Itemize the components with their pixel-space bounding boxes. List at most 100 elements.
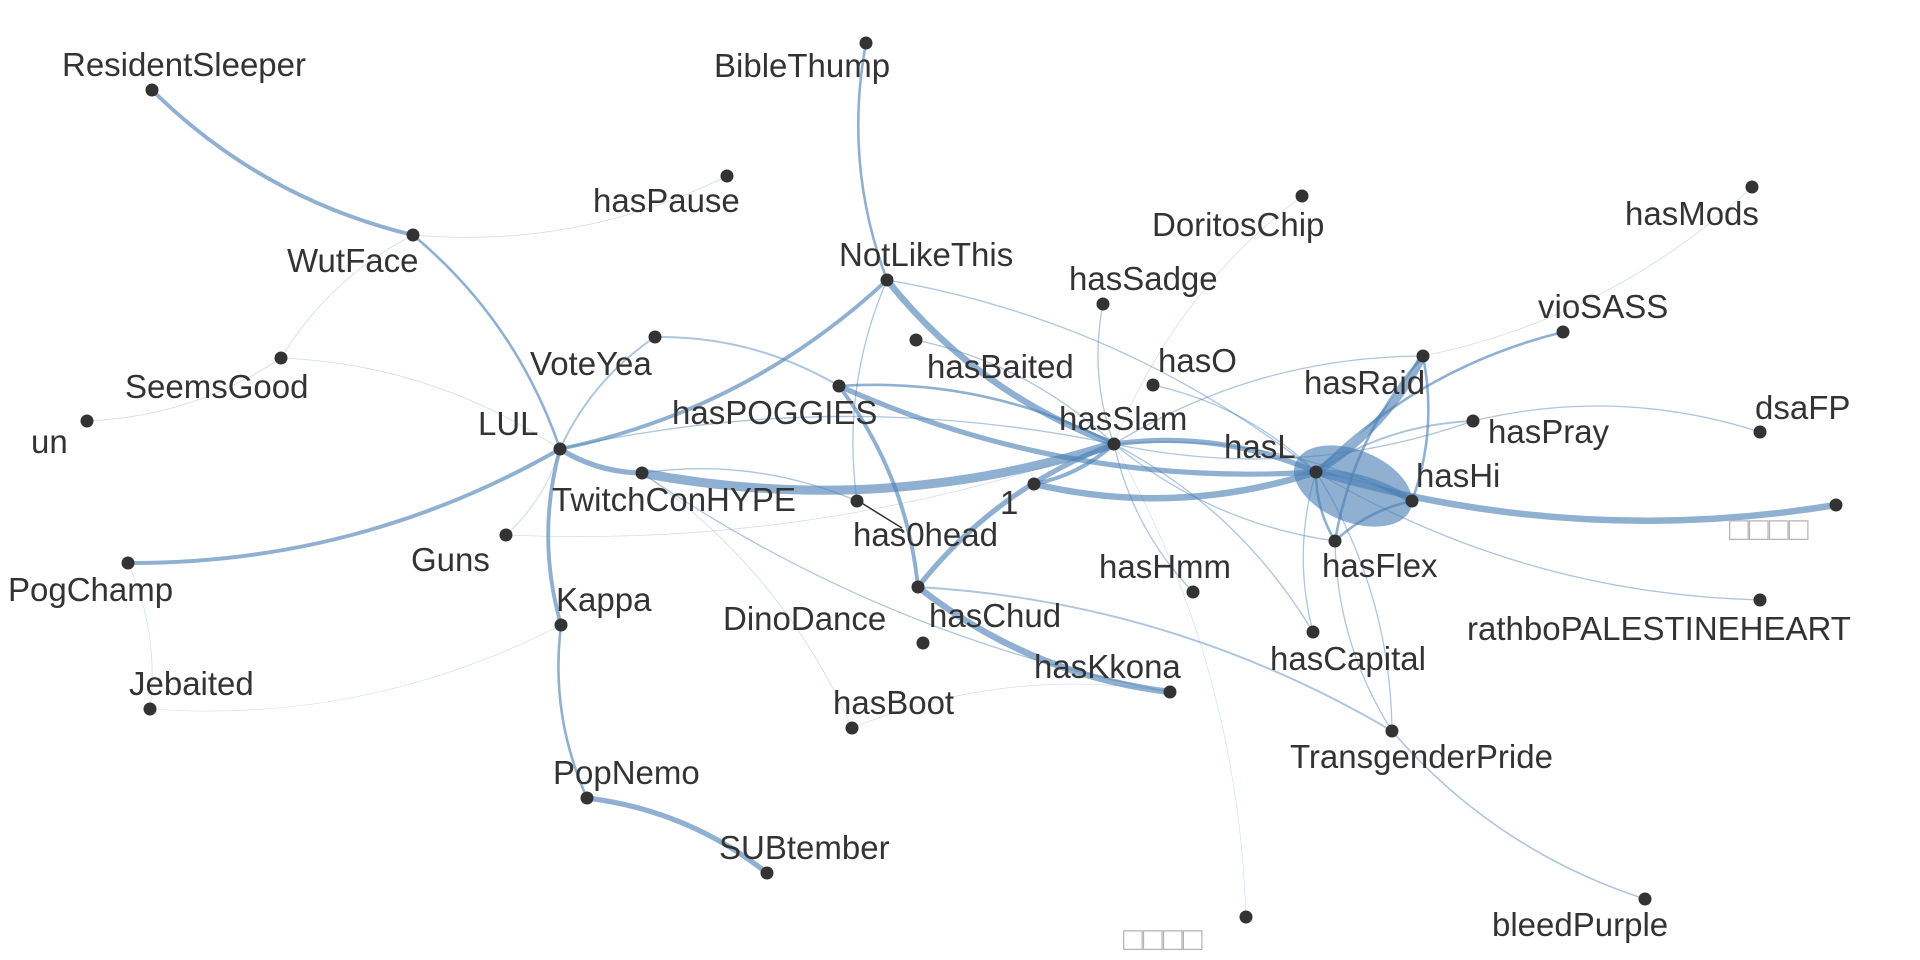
node-dot[interactable] [1186, 585, 1200, 599]
node-BibleThump[interactable]: BibleThump [714, 36, 890, 85]
node-hasPause[interactable]: hasPause [593, 169, 740, 220]
node-PopNemo[interactable]: PopNemo [553, 754, 700, 805]
node-dot[interactable] [1416, 349, 1430, 363]
node-hasMods[interactable]: hasMods [1625, 180, 1759, 233]
node-dot[interactable] [916, 636, 930, 650]
node-Kappa[interactable]: Kappa [554, 581, 653, 632]
node-dot[interactable] [1027, 477, 1041, 491]
node-dot[interactable] [1753, 425, 1767, 439]
node-dot[interactable] [880, 273, 894, 287]
node-hasKkona[interactable]: hasKkona [1034, 648, 1181, 699]
node-dot[interactable] [909, 333, 923, 347]
edge-LUL-VoteYea [559, 336, 656, 450]
node-boxes2[interactable]: □□□□ [1123, 910, 1253, 958]
node-dot[interactable] [720, 169, 734, 183]
node-hasSadge[interactable]: hasSadge [1069, 260, 1218, 311]
node-hasO[interactable]: hasO [1146, 342, 1237, 392]
node-hasPray[interactable]: hasPray [1466, 413, 1610, 450]
node-hasBoot[interactable]: hasBoot [833, 684, 954, 735]
node-dot[interactable] [580, 791, 594, 805]
node-dsaFP[interactable]: dsaFP [1753, 389, 1851, 439]
edge-un-SeemsGood [86, 357, 282, 422]
node-dot[interactable] [832, 379, 846, 393]
node-rathboPALESTINEHEART[interactable]: rathboPALESTINEHEART [1467, 593, 1851, 648]
node-dot[interactable] [1239, 910, 1253, 924]
node-dot[interactable] [1163, 685, 1177, 699]
node-NotLikeThis[interactable]: NotLikeThis [839, 236, 1013, 287]
node-hasL[interactable]: hasL [1224, 428, 1323, 479]
node-dot[interactable] [554, 618, 568, 632]
node-label: hasCapital [1270, 640, 1426, 677]
edge-PogChamp-Jebaited [127, 562, 153, 710]
node-SUBtember[interactable]: SUBtember [719, 829, 890, 880]
node-dot[interactable] [845, 721, 859, 735]
node-dot[interactable] [1745, 180, 1759, 194]
node-dot[interactable] [635, 466, 649, 480]
node-dot[interactable] [553, 442, 567, 456]
node-PogChamp[interactable]: PogChamp [8, 556, 173, 609]
node-hasPOGGIES[interactable]: hasPOGGIES [672, 379, 877, 432]
node-dot[interactable] [859, 36, 873, 50]
node-VoteYea[interactable]: VoteYea [530, 330, 662, 383]
node-dot[interactable] [1385, 724, 1399, 738]
node-DinoDance[interactable]: DinoDance [723, 600, 930, 650]
node-dot[interactable] [1107, 437, 1121, 451]
node-SeemsGood[interactable]: SeemsGood [125, 351, 308, 406]
node-un[interactable]: un [31, 414, 94, 461]
node-dot[interactable] [499, 528, 513, 542]
node-has0head[interactable]: has0head [850, 494, 998, 554]
node-one[interactable]: 1 [1000, 477, 1041, 522]
node-dot[interactable] [80, 414, 94, 428]
node-vioSASS[interactable]: vioSASS [1538, 288, 1668, 339]
node-dot[interactable] [1466, 414, 1480, 428]
node-dot[interactable] [850, 494, 864, 508]
node-ResidentSleeper[interactable]: ResidentSleeper [62, 46, 306, 97]
node-dot[interactable] [143, 702, 157, 716]
label-leader-line [859, 501, 903, 529]
node-bleedPurple[interactable]: bleedPurple [1492, 892, 1668, 944]
node-WutFace[interactable]: WutFace [287, 228, 420, 280]
edge-WutFace-LUL [411, 233, 562, 451]
node-hasSlam[interactable]: hasSlam [1059, 400, 1187, 451]
node-hasChud[interactable]: hasChud [911, 580, 1062, 635]
node-dot[interactable] [1328, 534, 1342, 548]
node-boxes1[interactable]: □□□□ [1729, 498, 1843, 548]
node-dot[interactable] [1295, 189, 1309, 203]
node-DoritosChip[interactable]: DoritosChip [1152, 189, 1324, 244]
node-hasRaid[interactable]: hasRaid [1304, 349, 1430, 402]
node-hasHi[interactable]: hasHi [1405, 457, 1501, 508]
edge-hasPray-dsaFP [1472, 405, 1761, 433]
node-dot[interactable] [1309, 465, 1323, 479]
node-hasHmm[interactable]: hasHmm [1099, 548, 1231, 599]
node-dot[interactable] [1306, 625, 1320, 639]
node-dot[interactable] [1638, 892, 1652, 906]
node-dot[interactable] [648, 330, 662, 344]
node-dot[interactable] [1556, 325, 1570, 339]
node-TransgenderPride[interactable]: TransgenderPride [1290, 724, 1553, 776]
edge-hasSlam-hasRaid [1113, 355, 1424, 445]
node-hasFlex[interactable]: hasFlex [1322, 534, 1438, 585]
edge-hasPOGGIES-hasChud [837, 384, 920, 589]
node-hasBaited[interactable]: hasBaited [909, 333, 1074, 386]
node-dot[interactable] [145, 83, 159, 97]
node-dot[interactable] [121, 556, 135, 570]
node-dot[interactable] [1405, 494, 1419, 508]
node-dot[interactable] [274, 351, 288, 365]
node-hasCapital[interactable]: hasCapital [1270, 625, 1426, 678]
node-Guns[interactable]: Guns [411, 528, 513, 579]
node-dot[interactable] [406, 228, 420, 242]
node-LUL[interactable]: LUL [478, 405, 567, 456]
node-TwitchConHYPE[interactable]: TwitchConHYPE [552, 466, 796, 519]
node-Jebaited[interactable]: Jebaited [129, 665, 254, 716]
node-dot[interactable] [1753, 593, 1767, 607]
node-label: rathboPALESTINEHEART [1467, 610, 1851, 647]
edge-hasSlam-hasL [1111, 437, 1319, 475]
node-dot[interactable] [1829, 498, 1843, 512]
node-dot[interactable] [911, 580, 925, 594]
node-dot[interactable] [1146, 378, 1160, 392]
node-dot[interactable] [760, 866, 774, 880]
edge-BibleThump-NotLikeThis [857, 41, 889, 282]
edge-Guns-hasSlam [505, 443, 1115, 537]
node-dot[interactable] [1096, 297, 1110, 311]
node-label: hasSlam [1059, 400, 1187, 437]
